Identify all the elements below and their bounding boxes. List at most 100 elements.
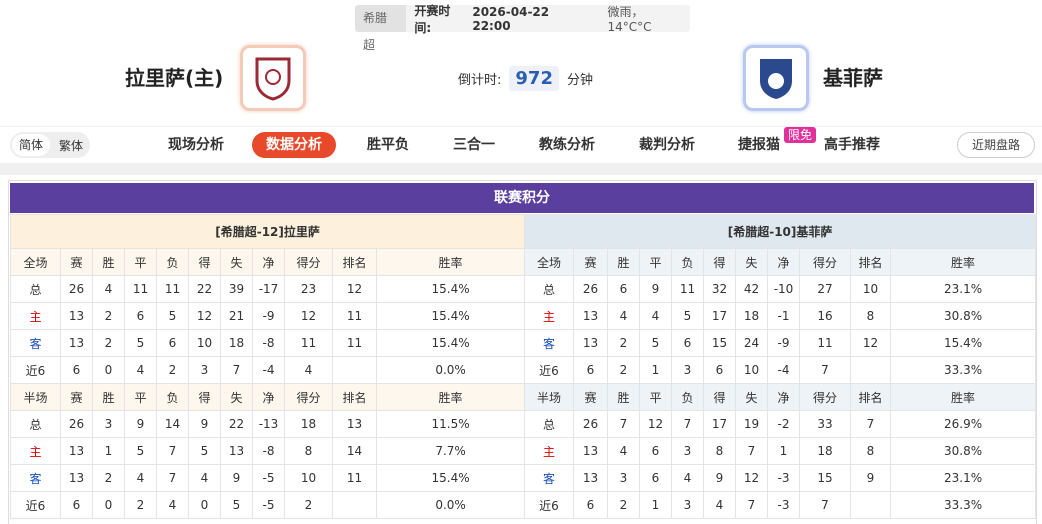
column-header: 净 bbox=[767, 248, 800, 276]
cell: 9 bbox=[850, 464, 891, 492]
cell: 7 bbox=[607, 410, 640, 438]
cell: 17 bbox=[703, 302, 736, 330]
data-row: 近6 6 0 4 2 3 7 -4 4 0.0% bbox=[10, 356, 526, 384]
cell: 6 bbox=[639, 437, 672, 465]
cell: 23.1% bbox=[889, 275, 1037, 303]
cell: 0.0% bbox=[375, 356, 526, 384]
nav-tab[interactable]: 捷报猫 bbox=[738, 137, 780, 153]
column-header: 平 bbox=[639, 383, 672, 411]
cell: -17 bbox=[252, 275, 285, 303]
cell: 6 bbox=[607, 275, 640, 303]
countdown-value: 972 bbox=[509, 66, 559, 91]
cell: 11.5% bbox=[375, 410, 526, 438]
cell: 12 bbox=[284, 302, 333, 330]
row-label: 客 bbox=[524, 464, 574, 492]
cell: 0 bbox=[92, 356, 125, 384]
row-label: 总 bbox=[10, 410, 61, 438]
cell: 6 bbox=[156, 329, 189, 357]
nav-tab[interactable]: 三合一 bbox=[453, 137, 495, 153]
cell: -8 bbox=[252, 329, 285, 357]
cell: 11 bbox=[799, 329, 851, 357]
cell: -4 bbox=[252, 356, 285, 384]
tab-badge: 限免 bbox=[784, 127, 817, 143]
kickoff-label: 开赛时间: bbox=[414, 3, 451, 35]
cell: 11 bbox=[156, 275, 189, 303]
cell: 4 bbox=[188, 464, 221, 492]
cell: 18 bbox=[735, 302, 768, 330]
column-header: 得 bbox=[703, 248, 736, 276]
nav-tab[interactable]: 现场分析 bbox=[168, 137, 224, 153]
panel-header-row: [希腊超-12]拉里萨 bbox=[9, 214, 526, 249]
column-header: 赛 bbox=[573, 248, 608, 276]
cell: 2 bbox=[156, 356, 189, 384]
nav-tab[interactable]: 教练分析 bbox=[539, 137, 595, 153]
cell: 18 bbox=[220, 329, 253, 357]
cell: 21 bbox=[220, 302, 253, 330]
column-header: 得 bbox=[188, 248, 221, 276]
column-header: 半场 bbox=[524, 383, 574, 411]
cell: 18 bbox=[284, 410, 333, 438]
cell: 7 bbox=[220, 356, 253, 384]
cell: 7.7% bbox=[375, 437, 526, 465]
language-option[interactable]: 繁体 bbox=[58, 138, 83, 153]
cell: 6 bbox=[639, 464, 672, 492]
cell: 9 bbox=[639, 275, 672, 303]
cell: 12 bbox=[188, 302, 221, 330]
cell: 26 bbox=[60, 410, 93, 438]
column-header: 得分 bbox=[284, 248, 333, 276]
column-header: 胜率 bbox=[889, 248, 1037, 276]
column-header: 得 bbox=[703, 383, 736, 411]
cell: -5 bbox=[252, 464, 285, 492]
row-label: 近6 bbox=[10, 491, 61, 519]
column-header: 全场 bbox=[524, 248, 574, 276]
cell: 4 bbox=[639, 302, 672, 330]
column-header: 净 bbox=[767, 383, 800, 411]
cell: 13 bbox=[573, 329, 608, 357]
cell: 14 bbox=[332, 437, 377, 465]
cell: 15 bbox=[703, 329, 736, 357]
cell: 33.3% bbox=[889, 491, 1037, 519]
cell: 12 bbox=[332, 275, 377, 303]
cell: -4 bbox=[767, 356, 800, 384]
cell: -5 bbox=[252, 491, 285, 519]
cell bbox=[332, 491, 377, 519]
row-label: 主 bbox=[10, 302, 61, 330]
data-row: 近6 6 0 2 4 0 5 -5 2 0.0% bbox=[10, 491, 526, 519]
language-option[interactable]: 简体 bbox=[12, 134, 50, 156]
cell: 10 bbox=[284, 464, 333, 492]
column-header: 负 bbox=[671, 383, 704, 411]
row-label: 主 bbox=[524, 437, 574, 465]
cell: 9 bbox=[703, 464, 736, 492]
cell: 3 bbox=[671, 437, 704, 465]
cell: 6 bbox=[60, 491, 93, 519]
nav-tab[interactable]: 高手推荐 bbox=[824, 137, 880, 153]
column-header: 失 bbox=[220, 248, 253, 276]
column-header: 排名 bbox=[850, 248, 891, 276]
data-row: 总 26 4 11 11 22 39 -17 23 12 15.4% bbox=[10, 275, 526, 303]
column-header: 排名 bbox=[332, 383, 377, 411]
cell: 3 bbox=[671, 491, 704, 519]
column-header: 净 bbox=[252, 248, 285, 276]
row-label: 总 bbox=[10, 275, 61, 303]
cell: 4 bbox=[92, 275, 125, 303]
cell: 7 bbox=[671, 410, 704, 438]
column-header: 失 bbox=[735, 383, 768, 411]
cell: 3 bbox=[92, 410, 125, 438]
row-label: 客 bbox=[10, 329, 61, 357]
cell: 7 bbox=[735, 491, 768, 519]
cell: 14 bbox=[156, 410, 189, 438]
cell: 15.4% bbox=[375, 329, 526, 357]
nav-tab[interactable]: 数据分析 bbox=[252, 132, 336, 158]
column-header: 得 bbox=[188, 383, 221, 411]
cell: 2 bbox=[124, 491, 157, 519]
cell: 13 bbox=[60, 437, 93, 465]
cell: 30.8% bbox=[889, 302, 1037, 330]
row-label: 主 bbox=[524, 302, 574, 330]
panel-title: [希腊超-12]拉里萨 bbox=[9, 214, 526, 249]
nav-tab[interactable]: 裁判分析 bbox=[639, 137, 695, 153]
cell: 6 bbox=[60, 356, 93, 384]
recent-button[interactable]: 近期盘路 bbox=[957, 132, 1035, 158]
cell: 11 bbox=[332, 329, 377, 357]
nav-tab[interactable]: 胜平负 bbox=[367, 137, 409, 153]
cell: 0 bbox=[188, 491, 221, 519]
